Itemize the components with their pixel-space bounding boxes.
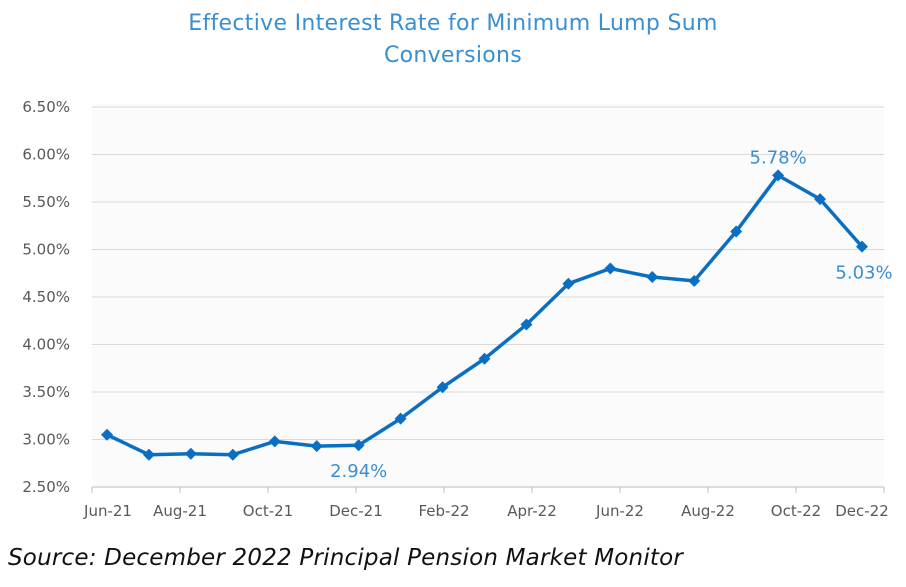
x-tick-label: Jun-22 [595, 502, 644, 520]
x-tick-label: Dec-22 [835, 502, 889, 520]
x-tick-label: Oct-21 [243, 502, 293, 520]
x-axis-ticks: Jun-21 Aug-21 Oct-21 Dec-21 Feb-22 Apr-22 Jun-… [83, 486, 889, 520]
data-point [856, 240, 868, 253]
data-point [310, 440, 323, 453]
y-tick-label: 6.00% [22, 146, 70, 164]
x-tick-label: Aug-21 [153, 502, 207, 520]
plot-area [92, 104, 884, 488]
y-tick-label: 6.50% [22, 98, 70, 116]
y-tick-label: 5.00% [22, 241, 70, 259]
data-point [814, 193, 827, 206]
chart-title-line-2: Conversions [383, 43, 523, 68]
data-point [352, 439, 365, 452]
x-tick-label: Feb-22 [418, 502, 469, 520]
data-point [394, 412, 407, 425]
data-point [268, 435, 281, 448]
x-tick-label: Dec-21 [329, 502, 383, 520]
y-axis-ticks: 2.50% 3.00% 3.50% 4.00% 4.50% 5.00% 5.50% 6.00%… [22, 98, 70, 496]
data-point [478, 352, 491, 365]
data-point [772, 169, 785, 182]
data-point [520, 318, 533, 331]
y-tick-label: 3.00% [22, 431, 70, 449]
x-tick-label: Apr-22 [507, 502, 557, 520]
y-tick-label: 2.50% [22, 478, 70, 496]
x-tick-label: Jun-21 [83, 502, 132, 520]
data-point [562, 277, 575, 290]
series-group [101, 169, 868, 461]
chart-title: Effective Interest Rate for Minimum Lump… [0, 8, 906, 72]
line-chart: 2.50% 3.00% 3.50% 4.00% 4.50% 5.00% 5.50% 6.00%… [22, 98, 893, 520]
data-label: 5.03% [835, 263, 892, 284]
data-point [688, 274, 701, 287]
chart-title-line-1: Effective Interest Rate for Minimum Lump… [188, 11, 718, 36]
x-tick-label: Aug-22 [681, 502, 735, 520]
data-label: 2.94% [330, 461, 387, 482]
data-point [646, 271, 659, 284]
y-tick-label: 4.00% [22, 336, 70, 354]
data-point [730, 225, 743, 238]
data-label: 5.78% [750, 147, 807, 168]
data-point [436, 381, 449, 394]
x-tick-label: Oct-22 [771, 502, 821, 520]
data-point [226, 448, 239, 461]
y-tick-label: 5.50% [22, 193, 70, 211]
data-point [604, 262, 617, 275]
y-tick-label: 3.50% [22, 383, 70, 401]
source-caption: Source: December 2022 Principal Pension … [8, 545, 684, 571]
y-tick-label: 4.50% [22, 288, 70, 306]
data-point [101, 428, 113, 441]
data-annotations: 2.94% 5.78% 5.03% [330, 147, 893, 482]
data-point [184, 447, 197, 460]
data-point [142, 448, 155, 461]
